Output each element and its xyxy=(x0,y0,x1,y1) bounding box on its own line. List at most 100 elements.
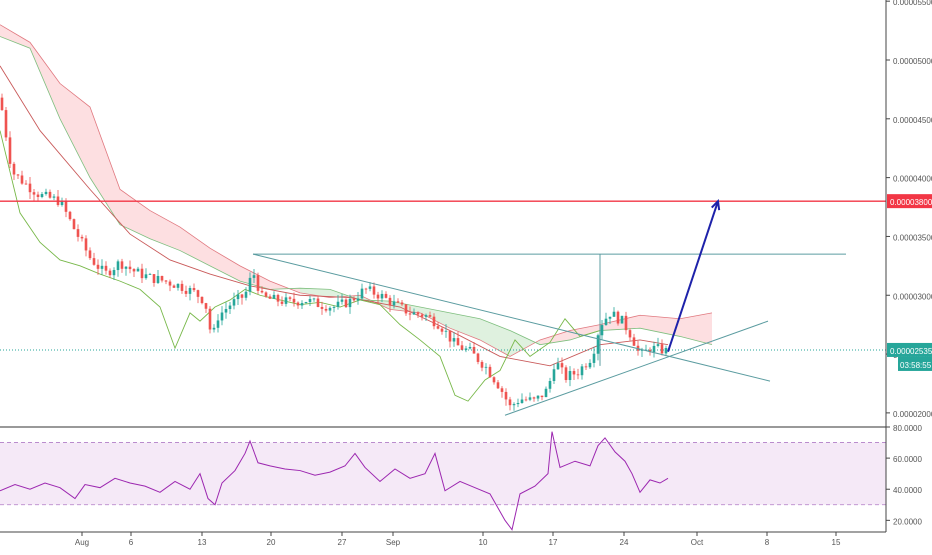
candle-body xyxy=(176,283,180,288)
candle-body xyxy=(504,391,508,400)
candle-body xyxy=(344,299,348,308)
candle-body xyxy=(124,266,128,269)
candle-body xyxy=(136,268,140,272)
time-tick-label: 15 xyxy=(832,538,841,547)
rsi-band xyxy=(0,442,886,505)
candle-body xyxy=(396,301,400,303)
candle-body xyxy=(384,293,388,298)
candle-body xyxy=(36,194,40,197)
candle-body xyxy=(16,174,20,176)
candle-body xyxy=(252,275,256,278)
ichimoku-cloud-segment xyxy=(680,312,712,345)
price-tick-label: 0.00004500 xyxy=(893,116,932,125)
candle-body xyxy=(424,315,428,317)
candle-body xyxy=(608,316,612,319)
candle-body xyxy=(52,196,56,198)
kijun-base-line xyxy=(0,65,669,367)
price-panel: 0.00005500 0.00005000 0.00004500 0.00004000… xyxy=(0,0,932,428)
candle-body xyxy=(428,315,432,317)
candle-body xyxy=(184,290,188,294)
candle-body xyxy=(528,397,532,400)
candle-body xyxy=(324,308,328,311)
candle-body xyxy=(436,326,440,329)
candle-body xyxy=(256,275,260,291)
time-axis: Aug 6 13 20 27 Sep 10 17 24 Oct 8 15 xyxy=(0,531,886,547)
candle-body xyxy=(236,294,240,300)
candle-body xyxy=(196,290,200,297)
candle-body xyxy=(0,97,4,111)
candle-body xyxy=(572,371,576,375)
candle-body xyxy=(380,293,384,299)
candle-body xyxy=(8,137,12,164)
candle-body xyxy=(388,297,392,306)
time-tick-label: 20 xyxy=(267,538,276,547)
ichimoku-cloud-segment xyxy=(640,315,680,337)
candle-body xyxy=(392,301,396,306)
rsi-tick-label: 20.0000 xyxy=(893,517,922,526)
candle-body xyxy=(404,304,408,314)
candle-body xyxy=(244,291,248,298)
candle-body xyxy=(172,285,176,288)
level-price-label: 0.00003800 xyxy=(890,198,932,207)
candle-body xyxy=(44,191,48,195)
candle-body xyxy=(444,330,448,332)
candle-body xyxy=(556,363,560,370)
candle-body xyxy=(156,275,160,283)
price-tick-label: 0.00005000 xyxy=(893,57,932,66)
candle-body xyxy=(652,345,656,353)
candle-body xyxy=(368,286,372,289)
candle-body xyxy=(588,362,592,368)
candle-body xyxy=(548,380,552,389)
candle-body xyxy=(416,312,420,315)
candle-body xyxy=(620,315,624,324)
chikou-lagging-span xyxy=(0,130,601,402)
candle-body xyxy=(616,311,620,324)
candle-body xyxy=(76,229,80,237)
candle-body xyxy=(492,377,496,383)
candle-body xyxy=(144,274,148,279)
candle-body xyxy=(576,374,580,376)
candle-body xyxy=(568,371,572,381)
ichimoku-cloud-segment xyxy=(0,24,30,49)
candle-body xyxy=(452,338,456,342)
candle-body xyxy=(208,308,212,330)
candle-body xyxy=(612,311,616,317)
candle-body xyxy=(148,274,152,275)
rsi-line xyxy=(0,431,669,531)
candle-body xyxy=(304,302,308,304)
candle-body xyxy=(296,302,300,306)
candle-body xyxy=(460,345,464,350)
candle-body xyxy=(320,306,324,309)
candle-body xyxy=(332,306,336,308)
candle-body xyxy=(48,191,52,198)
level-price-label: 0.00002535 xyxy=(890,347,932,356)
candle-body xyxy=(412,312,416,315)
candle-body xyxy=(80,236,84,239)
candle-body xyxy=(60,201,64,206)
candle-body xyxy=(336,301,340,307)
price-tick-label: 0.00003500 xyxy=(893,233,932,242)
candle-body xyxy=(100,265,104,269)
candle-body xyxy=(432,316,436,327)
ichimoku-cloud-segment xyxy=(300,288,330,298)
candle-body xyxy=(524,399,528,401)
candle-body xyxy=(480,361,484,368)
candle-body xyxy=(484,366,488,368)
candle-body xyxy=(464,348,468,350)
candle-body xyxy=(584,366,588,368)
candle-body xyxy=(340,299,344,302)
time-tick-label: Aug xyxy=(75,538,89,547)
candle-body xyxy=(312,298,316,300)
price-tick-label: 0.00003000 xyxy=(893,292,932,301)
ichimoku-cloud-segment xyxy=(540,330,570,345)
trendline xyxy=(252,253,771,382)
ichimoku-cloud-segment xyxy=(60,83,90,178)
candle-body xyxy=(496,382,500,389)
candle-body xyxy=(132,269,136,272)
candle-body xyxy=(624,315,628,331)
candle-body xyxy=(24,183,28,185)
time-tick-label: Oct xyxy=(691,538,704,547)
candle-body xyxy=(72,219,76,230)
candle-body xyxy=(400,302,404,305)
